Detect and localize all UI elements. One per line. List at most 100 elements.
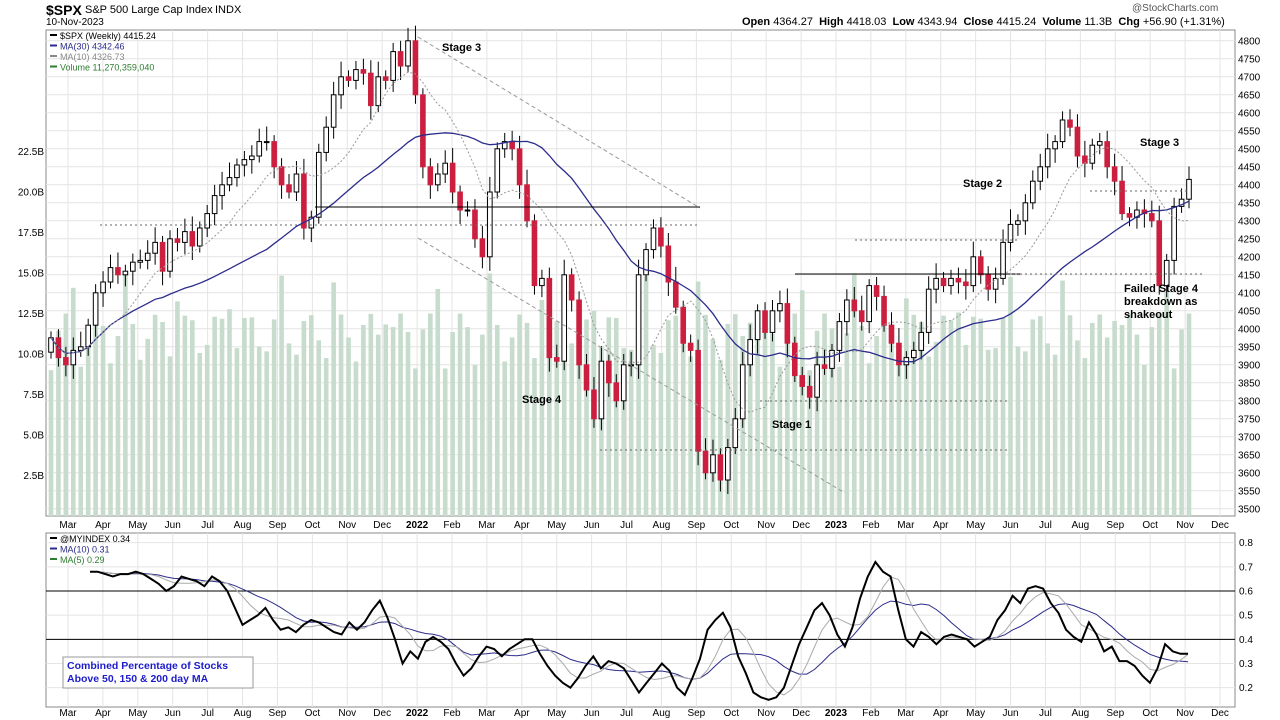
candle-body <box>933 277 939 290</box>
x-tick-label-lower: 2022 <box>406 708 429 719</box>
candle-body <box>315 151 322 218</box>
x-tick-label-lower: Jun <box>1002 708 1018 719</box>
candle-body <box>1007 223 1014 243</box>
volume-bar <box>725 323 731 516</box>
volume-bar <box>1090 322 1095 516</box>
candle-body <box>256 141 263 157</box>
candle-body <box>591 389 597 420</box>
volume-tick-label: 20.0B <box>18 188 44 199</box>
support-resistance-line <box>417 36 701 209</box>
volume-bar <box>554 321 560 516</box>
candle-body <box>412 40 419 96</box>
candle-body <box>464 209 471 212</box>
candle-body <box>851 299 858 312</box>
x-tick-label: Apr <box>933 520 949 531</box>
x-tick-label: Dec <box>792 520 810 531</box>
x-tick-label: Sep <box>1106 520 1124 531</box>
volume-bar <box>755 326 760 516</box>
support-resistance-line <box>417 237 846 494</box>
volume-bar <box>814 330 820 516</box>
indicator-tick-label: 0.7 <box>1239 562 1253 573</box>
volume-bar <box>63 313 69 516</box>
volume-bar <box>651 344 656 516</box>
x-tick-label-lower: Aug <box>653 708 671 719</box>
volume-bar <box>1142 364 1147 516</box>
candle-body <box>680 306 687 344</box>
candle-body <box>784 303 791 344</box>
volume-bar <box>457 313 463 516</box>
candle-body <box>561 274 568 362</box>
volume-bar <box>234 348 240 516</box>
note-text: Above 50, 150 & 200 day MA <box>67 673 209 685</box>
x-tick-label-lower: Aug <box>234 708 252 719</box>
volume-tick-label: 17.5B <box>18 228 44 239</box>
candle-body <box>806 385 813 398</box>
candle-body <box>509 141 515 150</box>
volume-bar <box>569 343 574 516</box>
candle-body <box>234 164 240 179</box>
volume-bar <box>100 326 106 516</box>
candle-body <box>918 331 925 351</box>
volume-bar <box>1067 315 1073 516</box>
x-tick-label: Mar <box>897 520 915 531</box>
volume-bar <box>286 343 292 516</box>
x-tick-label-lower: Apr <box>933 708 949 719</box>
x-tick-label-lower: Dec <box>792 708 810 719</box>
candle-body <box>613 382 620 402</box>
x-tick-label: Oct <box>1142 520 1158 531</box>
candle-body <box>204 213 211 229</box>
candle-body <box>159 241 166 272</box>
volume-bar <box>383 324 389 516</box>
volume-bar <box>264 351 270 516</box>
volume-bar <box>1104 337 1110 516</box>
candle-body <box>249 155 255 161</box>
volume-bar <box>175 301 180 516</box>
price-tick-label: 4750 <box>1238 54 1261 65</box>
candle-body <box>1029 180 1036 204</box>
candle-body <box>375 76 382 107</box>
candle-body <box>970 256 977 287</box>
volume-bar <box>316 340 322 516</box>
x-tick-label: Nov <box>757 520 775 531</box>
volume-tick-label: 22.5B <box>18 147 44 158</box>
volume-bar <box>190 320 195 516</box>
x-tick-label: Mar <box>478 520 496 531</box>
price-tick-label: 4550 <box>1238 126 1261 137</box>
volume-bar <box>108 363 113 516</box>
index-name: S&P 500 Large Cap Index <box>85 4 213 16</box>
volume-bar <box>785 328 790 516</box>
candle-body <box>844 299 850 323</box>
legend-swatch <box>50 537 57 539</box>
x-tick-label-lower: Mar <box>59 708 77 719</box>
volume-bar <box>390 327 396 516</box>
candle-body <box>1015 220 1021 225</box>
x-tick-label: Jun <box>584 520 600 531</box>
volume-bar <box>368 313 374 516</box>
x-tick-label: Mar <box>59 520 77 531</box>
x-tick-label-lower: Dec <box>1211 708 1229 719</box>
volume-bar <box>904 298 909 516</box>
open-value: 4364.27 <box>773 16 813 28</box>
volume-bar <box>442 368 448 516</box>
volume-bar <box>896 359 902 516</box>
candle-body <box>1156 220 1163 287</box>
candle-body <box>710 454 716 474</box>
candle-body <box>672 281 679 308</box>
x-tick-label-lower: Apr <box>514 708 530 719</box>
x-tick-label-lower: Oct <box>1142 708 1158 719</box>
x-tick-label-lower: Jun <box>584 708 600 719</box>
candle-body <box>167 238 173 272</box>
candle-body <box>382 76 389 81</box>
volume-bar <box>673 315 679 516</box>
candle-body <box>873 285 880 297</box>
candle-body <box>896 342 902 366</box>
candle-body <box>1111 166 1118 182</box>
source-credit: @StockCharts.com <box>1132 3 1219 14</box>
candle-body <box>308 216 315 229</box>
candle-body <box>85 324 91 348</box>
candle-body <box>955 277 962 283</box>
volume-bar <box>1127 313 1132 516</box>
volume-bar <box>271 319 277 516</box>
low-label: Low <box>892 16 915 28</box>
indicator-legend-item: MA(5) 0.29 <box>60 555 105 565</box>
